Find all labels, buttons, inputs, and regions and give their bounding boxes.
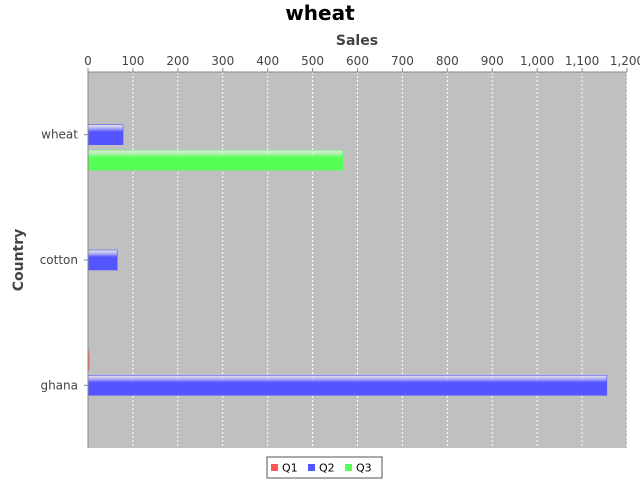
y-tick-label: ghana xyxy=(40,378,78,392)
bar-q2-ghana xyxy=(87,375,608,396)
legend-swatch-q1 xyxy=(271,464,278,471)
axes: 0 100 200 300 400 500 600 700 800 900 1,000 1,100 1,… xyxy=(40,54,640,448)
bars xyxy=(87,124,608,396)
legend: Q1 Q2 Q3 xyxy=(266,456,383,479)
x-tick-label: 300 xyxy=(211,54,234,68)
legend-swatch-q2 xyxy=(308,464,315,471)
x-tick-label: 900 xyxy=(481,54,504,68)
y-tick-label: wheat xyxy=(41,128,78,142)
y-axis-title: Country xyxy=(11,229,27,292)
x-tick-label: 200 xyxy=(166,54,189,68)
x-tick-label: 800 xyxy=(436,54,459,68)
legend-label-q3: Q3 xyxy=(356,462,372,475)
x-tick-label: 0 xyxy=(84,54,92,68)
legend-box xyxy=(266,456,383,479)
x-tick-label: 1,200 xyxy=(610,54,640,68)
bar-q2-wheat xyxy=(87,124,124,145)
legend-label-q1: Q1 xyxy=(282,462,298,475)
x-tick-label: 400 xyxy=(256,54,279,68)
x-tick-label: 600 xyxy=(346,54,369,68)
y-tick-label: cotton xyxy=(40,253,78,267)
chart-title: wheat xyxy=(285,1,355,25)
x-tick-label: 700 xyxy=(391,54,414,68)
x-tick-label: 1,100 xyxy=(565,54,599,68)
x-tick-label: 500 xyxy=(301,54,324,68)
x-axis-title: Sales xyxy=(336,33,378,49)
legend-label-q2: Q2 xyxy=(319,462,335,475)
bar-q3-wheat xyxy=(87,149,343,171)
legend-swatch-q3 xyxy=(345,464,352,471)
bar-q2-cotton xyxy=(87,249,118,271)
x-tick-label: 1,000 xyxy=(520,54,554,68)
x-tick-label: 100 xyxy=(121,54,144,68)
